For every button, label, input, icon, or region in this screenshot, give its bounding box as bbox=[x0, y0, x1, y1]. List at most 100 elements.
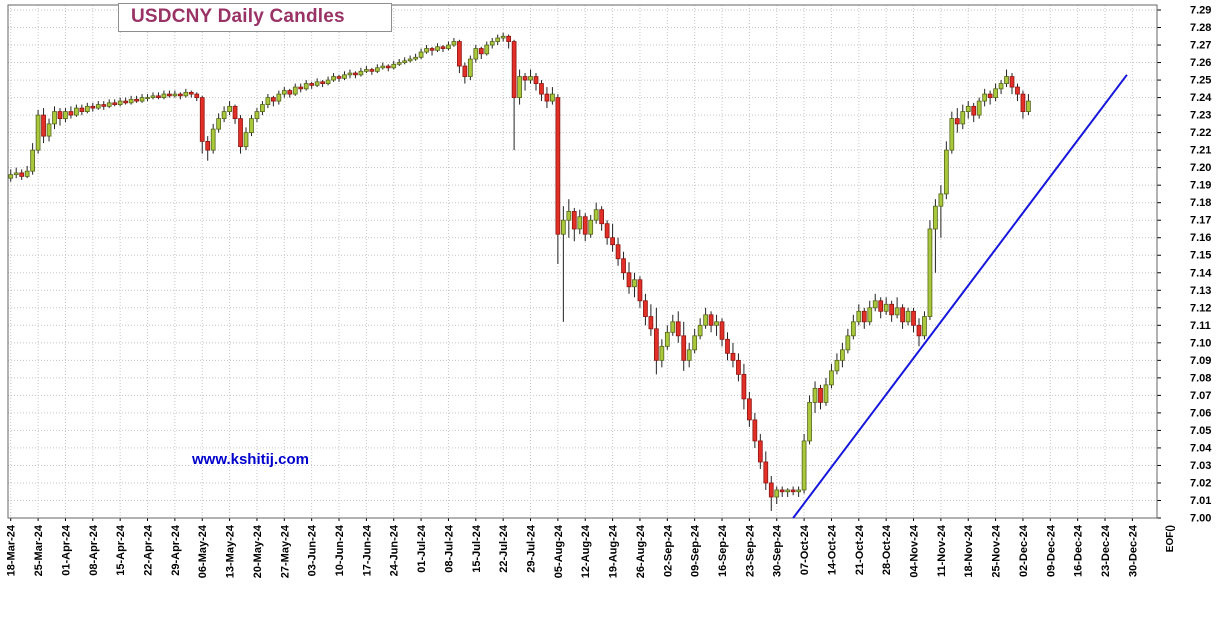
x-axis-label: 26-Aug-24 bbox=[635, 524, 647, 578]
y-axis-label: 7.27 bbox=[1190, 40, 1211, 52]
candle-up bbox=[812, 387, 818, 403]
candle-down bbox=[205, 140, 211, 151]
candle-down bbox=[643, 300, 648, 317]
y-axis-label: 7.08 bbox=[1190, 372, 1211, 384]
candle-up bbox=[550, 93, 555, 102]
candle-up bbox=[823, 384, 829, 403]
candle-down bbox=[1020, 93, 1026, 112]
x-axis-label: 30-Sep-24 bbox=[772, 524, 784, 577]
candle-up bbox=[489, 41, 495, 46]
candle-up bbox=[883, 303, 889, 312]
candle-up bbox=[850, 321, 856, 337]
y-axis-label: 7.04 bbox=[1190, 442, 1212, 454]
candle-up bbox=[867, 307, 873, 323]
candle-up bbox=[243, 132, 249, 148]
candle-down bbox=[736, 359, 741, 375]
candle-down bbox=[19, 172, 25, 177]
y-axis-label: 7.14 bbox=[1190, 267, 1212, 279]
candle-down bbox=[506, 35, 512, 42]
candle-up bbox=[424, 48, 429, 53]
candle-up bbox=[402, 60, 408, 63]
candle-up bbox=[1026, 100, 1031, 112]
x-axis-label: 22-Jul-24 bbox=[498, 524, 510, 573]
candle-down bbox=[900, 307, 905, 323]
candle-down bbox=[768, 482, 774, 498]
candle-up bbox=[74, 107, 79, 116]
chart-title: USDCNY Daily Candles bbox=[131, 6, 345, 27]
candle-down bbox=[818, 387, 823, 403]
candle-down bbox=[79, 107, 85, 112]
candle-down bbox=[911, 310, 916, 326]
y-axis-label: 7.09 bbox=[1190, 355, 1211, 367]
x-axis-label: 09-Dec-24 bbox=[1045, 524, 1057, 577]
candle-up bbox=[331, 76, 336, 81]
candle-up bbox=[495, 37, 501, 42]
candle-down bbox=[653, 328, 659, 361]
candle-up bbox=[128, 98, 134, 104]
candle-down bbox=[112, 102, 118, 105]
candle-down bbox=[369, 69, 375, 72]
candle-up bbox=[845, 335, 851, 351]
candle-down bbox=[757, 440, 763, 463]
candle-up bbox=[172, 93, 178, 97]
candle-up bbox=[106, 102, 112, 107]
candle-down bbox=[763, 461, 769, 484]
candle-down bbox=[533, 76, 539, 84]
candle-up bbox=[63, 111, 68, 120]
candle-up bbox=[933, 205, 938, 230]
candle-down bbox=[177, 93, 183, 97]
candle-up bbox=[703, 314, 708, 326]
candle-up bbox=[52, 111, 57, 125]
candle-up bbox=[807, 401, 812, 442]
candle-up bbox=[872, 300, 878, 309]
candle-up bbox=[500, 35, 506, 39]
candle-up bbox=[13, 172, 19, 176]
candle-up bbox=[467, 58, 473, 77]
y-axis-label: 7.11 bbox=[1190, 320, 1211, 332]
candle-up bbox=[150, 95, 156, 98]
y-axis-label: 7.28 bbox=[1190, 22, 1211, 34]
candle-down bbox=[57, 111, 63, 120]
candle-down bbox=[287, 90, 293, 95]
y-axis-label: 7.13 bbox=[1190, 285, 1211, 297]
y-axis-label: 7.23 bbox=[1190, 110, 1211, 122]
candle-down bbox=[134, 98, 139, 102]
y-axis-label: 7.01 bbox=[1190, 495, 1211, 507]
candle-down bbox=[320, 81, 325, 84]
candle-up bbox=[664, 331, 670, 347]
candle-down bbox=[987, 93, 993, 98]
support-trendline bbox=[792, 74, 1128, 519]
x-axis-label: 29-Jul-24 bbox=[526, 524, 538, 573]
candle-down bbox=[336, 76, 342, 79]
candle-up bbox=[566, 211, 572, 221]
x-axis-label: 10-Jun-24 bbox=[334, 524, 346, 576]
candle-up bbox=[281, 90, 287, 95]
candle-up bbox=[856, 310, 862, 323]
candle-down bbox=[544, 93, 550, 102]
y-axis-label: 7.18 bbox=[1190, 197, 1211, 209]
candle-down bbox=[779, 489, 785, 493]
y-axis-label: 7.17 bbox=[1190, 215, 1211, 227]
candle-up bbox=[938, 193, 944, 207]
candle-down bbox=[68, 111, 74, 116]
candle-up bbox=[314, 81, 320, 86]
candle-up bbox=[374, 67, 380, 72]
candle-up bbox=[905, 310, 911, 323]
candle-down bbox=[156, 95, 161, 98]
candle-up bbox=[46, 123, 52, 137]
candle-up bbox=[364, 69, 369, 72]
candle-down bbox=[429, 48, 435, 51]
y-axis-label: 7.22 bbox=[1190, 127, 1211, 139]
candle-up bbox=[117, 100, 123, 105]
candle-up bbox=[303, 83, 309, 90]
x-axis-label: 23-Dec-24 bbox=[1100, 524, 1112, 577]
x-axis-label: 09-Sep-24 bbox=[690, 524, 702, 577]
candle-up bbox=[30, 149, 35, 172]
y-axis-label: 7.12 bbox=[1190, 302, 1211, 314]
candle-up bbox=[960, 111, 966, 125]
candle-up bbox=[342, 74, 347, 79]
candle-down bbox=[752, 419, 758, 442]
candle-down bbox=[41, 114, 46, 137]
candle-up bbox=[221, 111, 227, 120]
